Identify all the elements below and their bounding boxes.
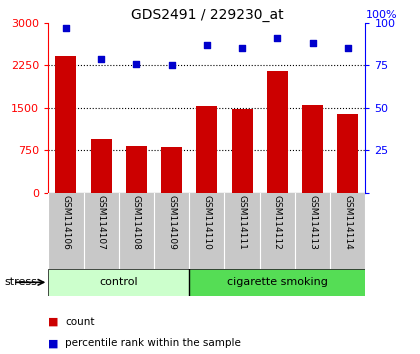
Point (133, 61, 140, 67)
Point (344, 46, 351, 51)
Title: GDS2491 / 229230_at: GDS2491 / 229230_at (131, 8, 283, 22)
Point (98, 56, 105, 62)
Bar (302, 104, 323, 193)
Bar (55, 56, 76, 193)
Point (168, 63, 175, 68)
Bar (196, 106, 218, 193)
Text: GSM114112: GSM114112 (273, 195, 282, 250)
Bar (91, 139, 112, 193)
Point (309, 41, 316, 46)
Text: GSM114107: GSM114107 (97, 195, 106, 250)
Text: ■: ■ (48, 317, 59, 327)
Bar (161, 147, 182, 193)
Text: GSM114114: GSM114114 (343, 195, 352, 250)
Text: GSM114111: GSM114111 (238, 195, 247, 250)
FancyBboxPatch shape (48, 269, 189, 296)
Bar (126, 147, 147, 193)
Text: percentile rank within the sample: percentile rank within the sample (65, 338, 241, 348)
Point (274, 35, 281, 41)
Text: stress: stress (4, 277, 37, 287)
Text: 100%: 100% (365, 10, 397, 19)
Text: count: count (65, 317, 94, 327)
Text: GSM114110: GSM114110 (202, 195, 211, 250)
Point (63, 25, 69, 31)
Point (239, 46, 245, 51)
Text: ■: ■ (48, 338, 59, 348)
Bar (337, 114, 358, 193)
Text: GSM114108: GSM114108 (132, 195, 141, 250)
Bar (267, 71, 288, 193)
Bar (231, 109, 253, 193)
Text: cigarette smoking: cigarette smoking (227, 277, 328, 287)
FancyBboxPatch shape (189, 269, 365, 296)
Point (203, 42, 210, 48)
Text: GSM114113: GSM114113 (308, 195, 317, 250)
Text: GSM114106: GSM114106 (61, 195, 71, 250)
Text: control: control (100, 277, 138, 287)
Text: GSM114109: GSM114109 (167, 195, 176, 250)
